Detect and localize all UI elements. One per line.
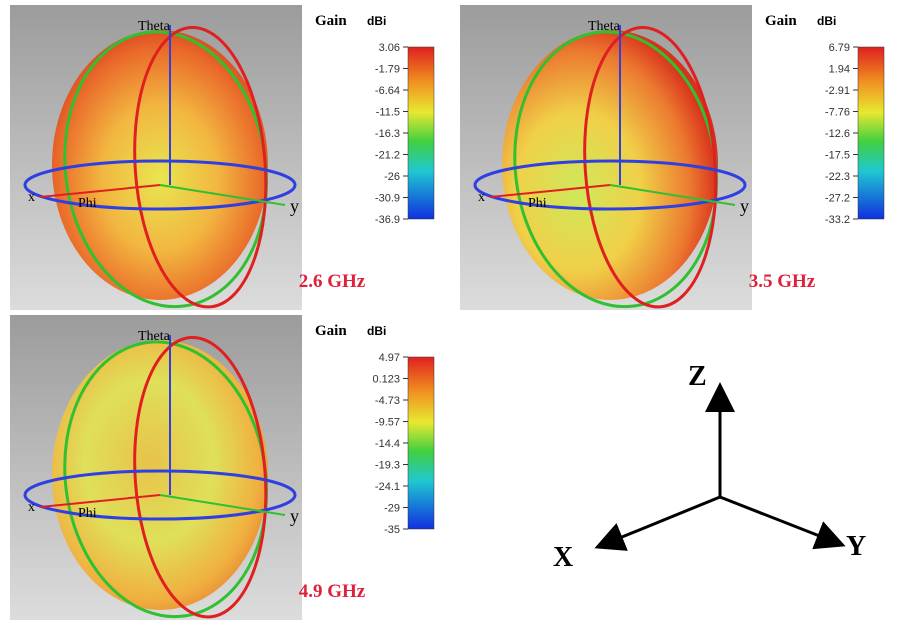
colorbar-tick-label: -14.4 bbox=[375, 438, 400, 450]
colorbar-tick-label: -21.2 bbox=[375, 150, 400, 162]
pattern-panel: Theta Phi x y Gain dBi 6.79 1.94 -2.91 -7.76 -12.6… bbox=[460, 5, 905, 310]
unit-label: dBi bbox=[367, 14, 386, 28]
frequency-label: 4.9 GHz bbox=[299, 581, 366, 602]
theta-label: Theta bbox=[588, 19, 621, 34]
pattern-panel: Theta Phi x y Gain dBi 4.97 0.123 -4.73 -9.57 -14.… bbox=[10, 315, 455, 620]
colorbar-tick-label: -11.5 bbox=[376, 107, 400, 119]
gain-label: Gain bbox=[315, 323, 347, 339]
frequency-label: 3.5 GHz bbox=[749, 271, 816, 292]
y-label: y bbox=[740, 196, 749, 216]
colorbar-tick-label: -29 bbox=[384, 503, 400, 515]
radiation-pattern bbox=[52, 30, 268, 300]
red-ring bbox=[133, 25, 268, 309]
theta-label: Theta bbox=[138, 19, 171, 34]
colorbar-tick-label: -24.1 bbox=[375, 481, 400, 493]
colorbar-tick-label: -2.91 bbox=[825, 85, 850, 97]
y-axis bbox=[159, 184, 286, 206]
radiation-pattern bbox=[502, 30, 718, 300]
colorbar bbox=[857, 46, 885, 220]
colorbar-tick-label: -26 bbox=[384, 171, 400, 183]
colorbar-tick-label: -17.5 bbox=[825, 150, 850, 162]
colorbar-tick-label: 4.97 bbox=[379, 352, 400, 364]
red-ring bbox=[583, 25, 718, 309]
y-label: y bbox=[290, 506, 299, 526]
frequency-label: 2.6 GHz bbox=[299, 271, 366, 292]
colorbar-tick-label: 1.94 bbox=[829, 64, 850, 76]
z-label: Z bbox=[688, 361, 707, 392]
blue-ring bbox=[473, 159, 747, 211]
colorbar-tick-label: -30.9 bbox=[375, 193, 400, 205]
x-label: X bbox=[553, 542, 573, 573]
colorbar bbox=[407, 46, 435, 220]
x-arrow bbox=[594, 495, 721, 551]
x-axis bbox=[39, 494, 161, 508]
colorbar-tick-label: -9.57 bbox=[375, 417, 400, 429]
y-axis bbox=[609, 184, 736, 206]
blue-ring bbox=[23, 469, 297, 521]
theta-label: Theta bbox=[138, 329, 171, 344]
unit-label: dBi bbox=[817, 14, 836, 28]
colorbar-tick-label: 3.06 bbox=[379, 42, 400, 54]
red-ring bbox=[133, 335, 268, 619]
phi-label: Phi bbox=[78, 196, 97, 211]
y-label: Y bbox=[846, 531, 866, 562]
colorbar-tick-label: -4.73 bbox=[375, 395, 400, 407]
colorbar-tick-label: -22.3 bbox=[825, 171, 850, 183]
colorbar-tick-label: -19.3 bbox=[375, 460, 400, 472]
x-label: x bbox=[28, 500, 35, 515]
y-label: y bbox=[290, 196, 299, 216]
x-label: x bbox=[478, 190, 485, 205]
x-axis bbox=[489, 184, 611, 198]
colorbar-tick-label: 6.79 bbox=[829, 42, 850, 54]
colorbar bbox=[407, 356, 435, 530]
colorbar-tick-label: 0.123 bbox=[372, 374, 400, 386]
blue-ring bbox=[23, 159, 297, 211]
phi-label: Phi bbox=[528, 196, 547, 211]
colorbar-tick-label: -1.79 bbox=[375, 64, 400, 76]
coordinate-axes: Z X Y bbox=[553, 361, 866, 573]
phi-label: Phi bbox=[78, 506, 97, 521]
y-arrow bbox=[719, 495, 846, 550]
pattern-panel: Theta Phi x y Gain dBi 3.06 -1.79 -6.64 -11.5 -16.… bbox=[10, 5, 455, 310]
colorbar-tick-label: -36.9 bbox=[375, 214, 400, 226]
colorbar-tick-label: -6.64 bbox=[375, 85, 400, 97]
colorbar-tick-label: -7.76 bbox=[825, 107, 850, 119]
radiation-pattern bbox=[52, 340, 268, 610]
x-axis bbox=[39, 184, 161, 198]
gain-label: Gain bbox=[315, 13, 347, 29]
colorbar-tick-label: -27.2 bbox=[825, 193, 850, 205]
x-label: x bbox=[28, 190, 35, 205]
colorbar-tick-label: -33.2 bbox=[825, 214, 850, 226]
gain-label: Gain bbox=[765, 13, 797, 29]
colorbar-tick-label: -12.6 bbox=[825, 128, 850, 140]
colorbar-tick-label: -16.3 bbox=[375, 128, 400, 140]
y-axis bbox=[159, 494, 286, 516]
colorbar-tick-label: -35 bbox=[384, 524, 400, 536]
unit-label: dBi bbox=[367, 324, 386, 338]
